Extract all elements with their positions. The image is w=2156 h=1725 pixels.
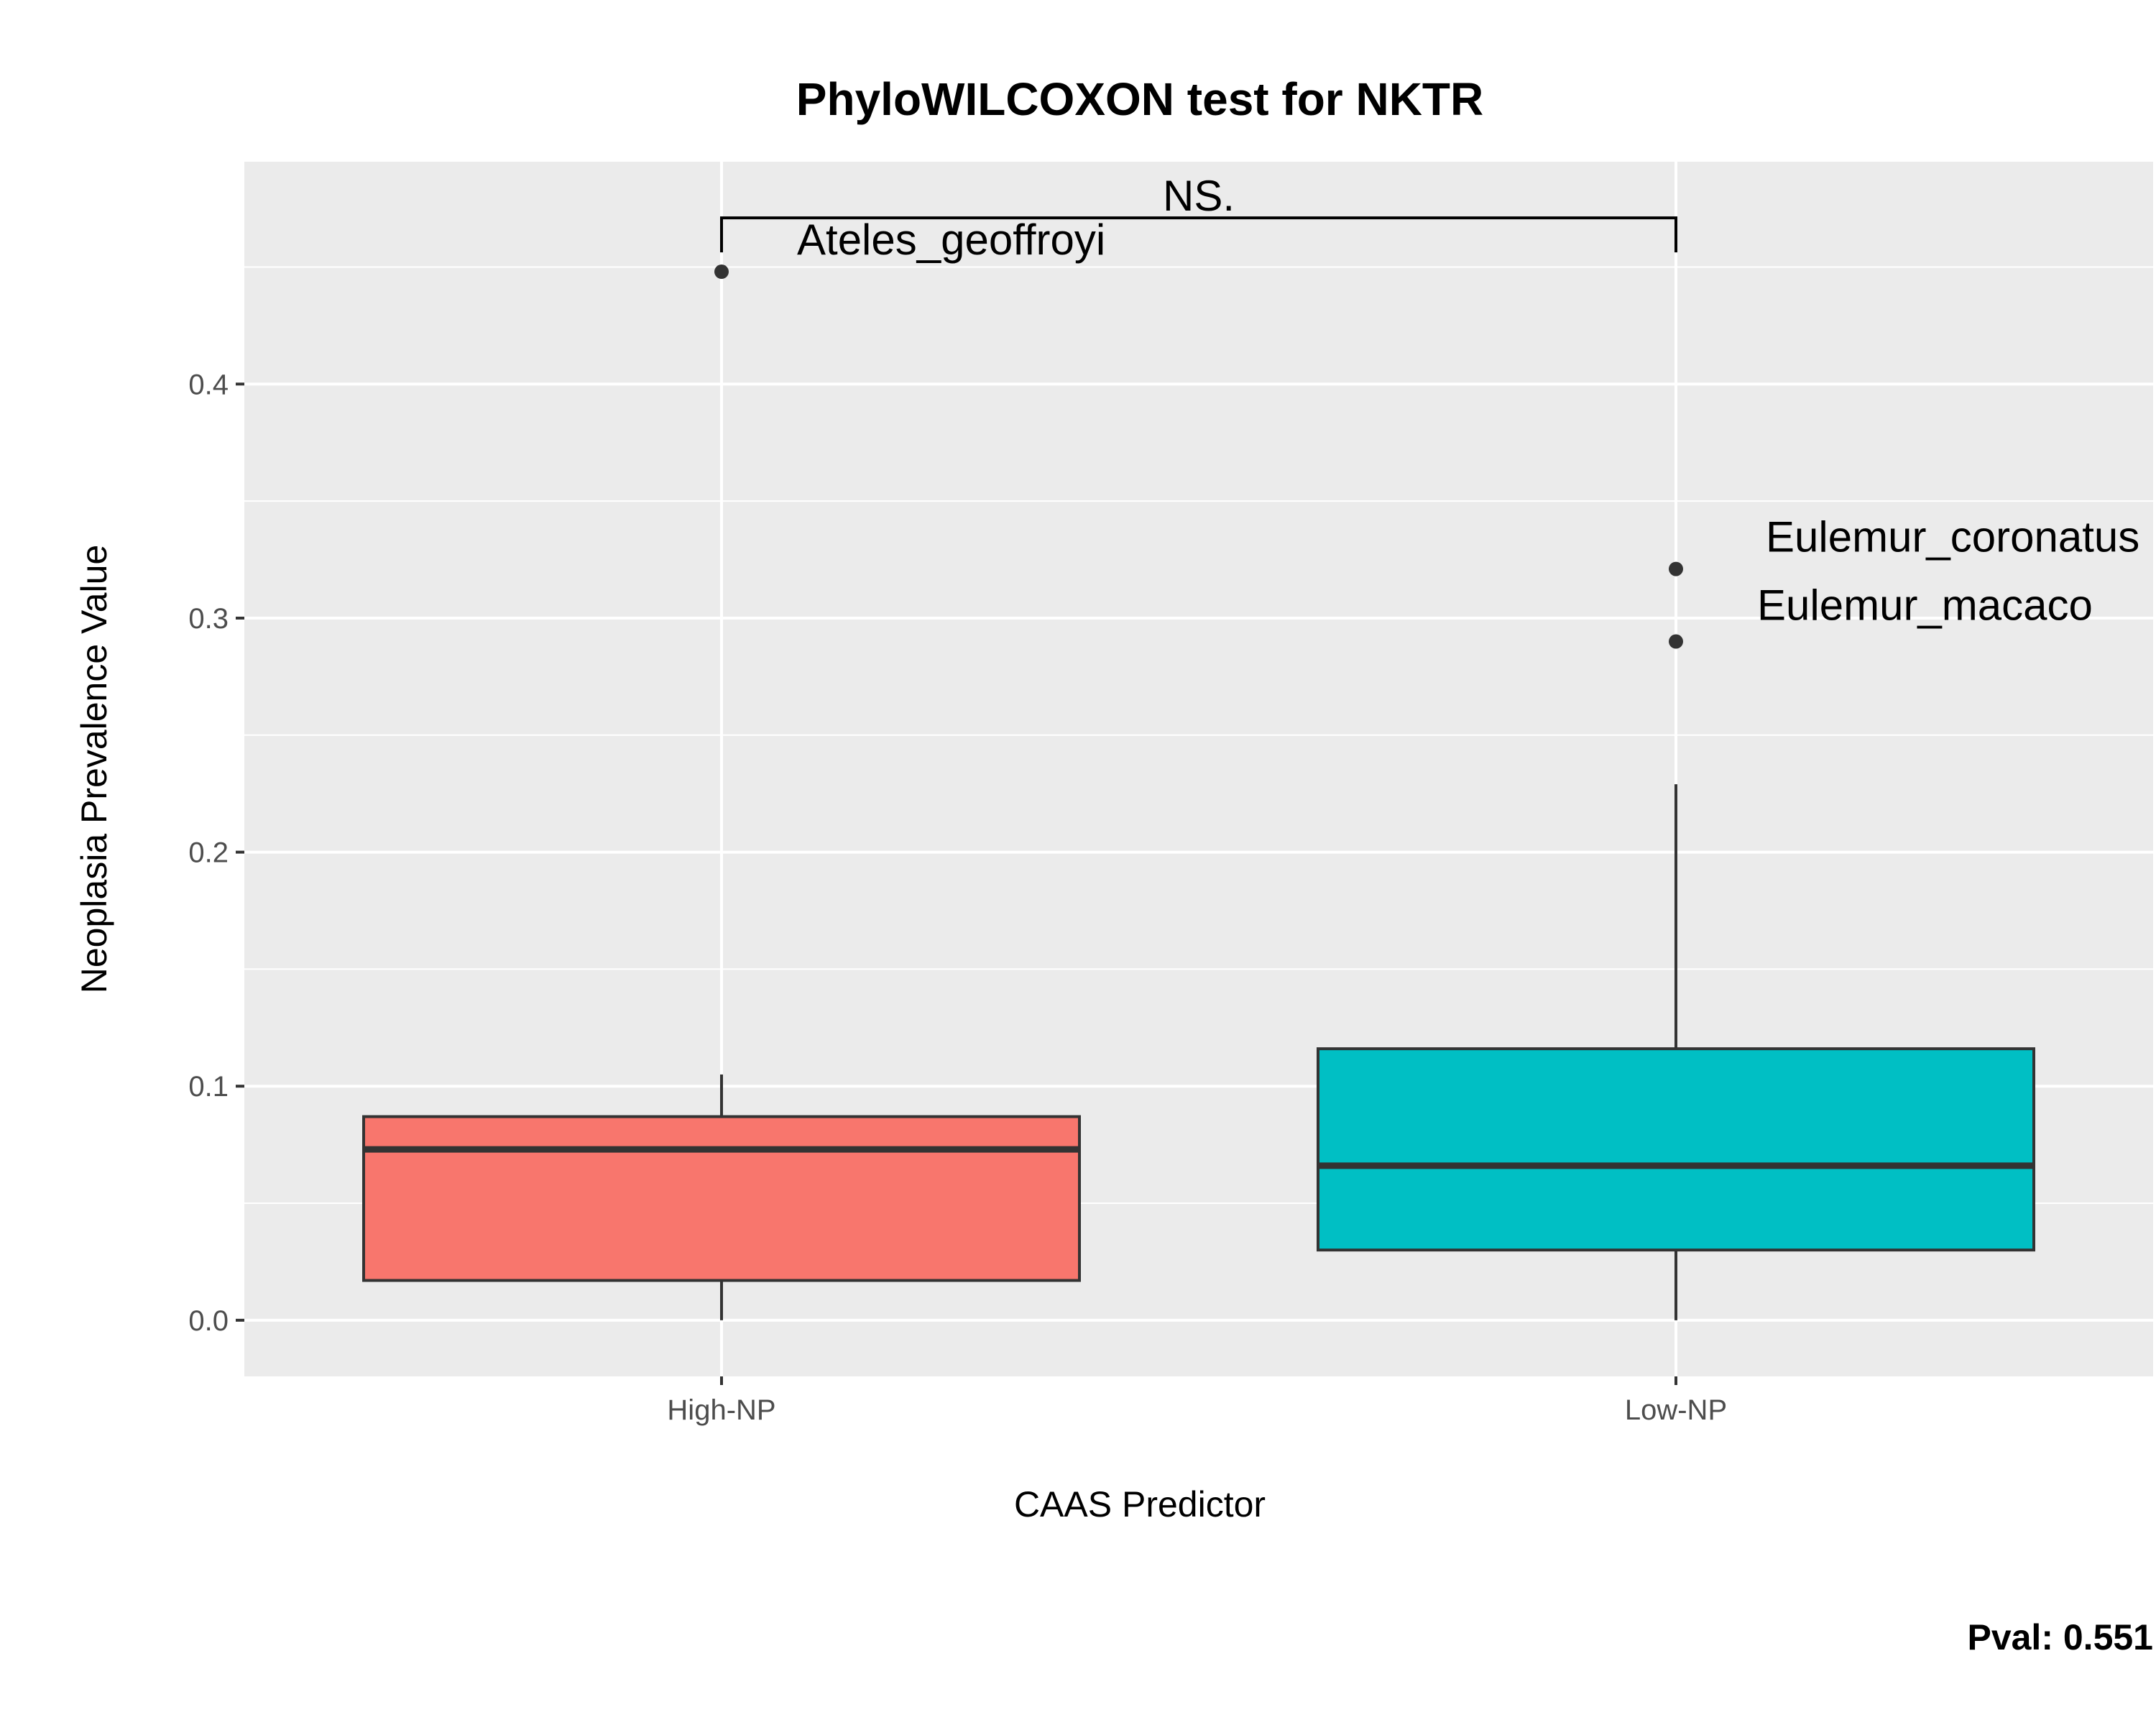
y-tick-label: 0.4	[188, 369, 229, 400]
box-body	[362, 1115, 1081, 1282]
y-tick-label: 0.3	[188, 603, 229, 635]
significance-bracket: NS.	[720, 172, 1677, 253]
y-tick-label: 0.0	[188, 1305, 229, 1337]
box-low-np	[1317, 784, 2035, 1320]
chart-title: PhyloWILCOXON test for NKTR	[796, 73, 1483, 125]
outlier-label: Eulemur_macaco	[1757, 581, 2093, 630]
significance-label: NS.	[1163, 172, 1235, 220]
y-tick-label: 0.2	[188, 837, 229, 869]
pvalue-label: Pval: 0.551	[1967, 1617, 2153, 1657]
outlier-label: Ateles_geoffroyi	[797, 216, 1105, 264]
outlier-point	[1669, 634, 1683, 649]
x-tick-label: Low-NP	[1625, 1394, 1727, 1426]
y-axis-title: Neoplasia Prevalence Value	[74, 545, 114, 993]
y-tick-label: 0.1	[188, 1071, 229, 1103]
x-tick-label: High-NP	[667, 1394, 775, 1426]
box-high-np	[362, 1074, 1081, 1320]
outliers: Ateles_geoffroyi Eulemur_coronatus Eulemur…	[714, 216, 2139, 649]
box-body	[1317, 1047, 2035, 1252]
outlier-point	[1669, 561, 1683, 576]
bracket-line	[720, 216, 1677, 253]
x-axis: High-NP Low-NP	[667, 1376, 1727, 1426]
x-axis-title: CAAS Predictor	[1014, 1484, 1266, 1524]
boxes	[362, 784, 2035, 1320]
outlier-point	[714, 264, 729, 280]
y-axis: 0.0 0.1 0.2 0.3 0.4	[188, 369, 244, 1337]
outlier-label: Eulemur_coronatus	[1766, 513, 2139, 561]
